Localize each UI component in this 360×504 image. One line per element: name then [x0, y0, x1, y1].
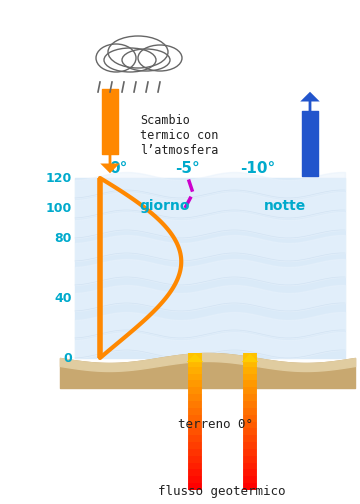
Text: 120: 120 — [46, 171, 72, 184]
Text: -5°: -5° — [176, 161, 201, 176]
Text: 80: 80 — [55, 231, 72, 244]
Ellipse shape — [108, 36, 168, 68]
Text: terreno 0°: terreno 0° — [177, 418, 252, 431]
Text: notte: notte — [264, 199, 306, 213]
Text: giorno: giorno — [140, 199, 190, 213]
Text: 100: 100 — [46, 202, 72, 215]
Ellipse shape — [138, 45, 182, 71]
Text: Scambio
termico con
l’atmosfera: Scambio termico con l’atmosfera — [140, 114, 219, 157]
Text: 0: 0 — [63, 351, 72, 364]
Ellipse shape — [104, 48, 156, 72]
Text: 0°: 0° — [109, 161, 127, 176]
Text: 40: 40 — [54, 291, 72, 304]
Ellipse shape — [96, 44, 136, 72]
Text: -10°: -10° — [240, 161, 276, 176]
Ellipse shape — [122, 49, 170, 71]
Text: flusso geotermico: flusso geotermico — [158, 485, 286, 498]
